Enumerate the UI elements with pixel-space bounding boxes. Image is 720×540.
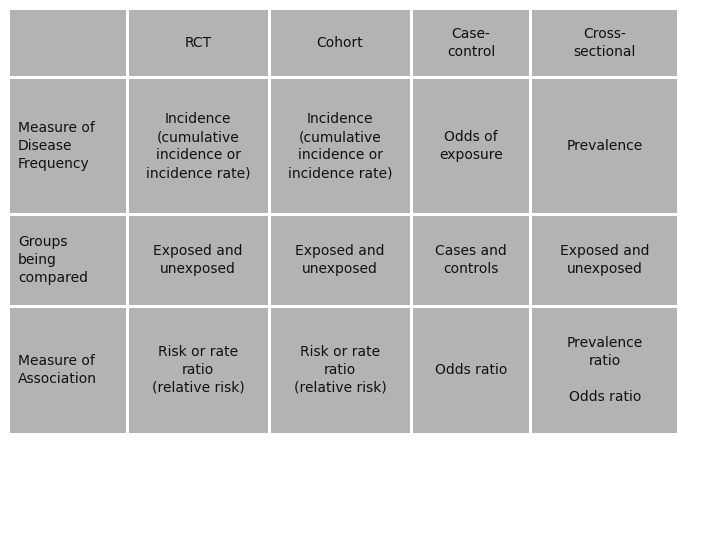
Bar [10, 216, 125, 305]
Bar [10, 79, 125, 213]
Bar [413, 79, 529, 213]
Bar [271, 216, 410, 305]
Bar [271, 10, 410, 76]
Text: Exposed and
unexposed: Exposed and unexposed [560, 245, 649, 276]
Text: Incidence
(cumulative
incidence or
incidence rate): Incidence (cumulative incidence or incid… [146, 112, 251, 180]
Text: Case-
control: Case- control [447, 27, 495, 59]
Text: Measure of
Association: Measure of Association [18, 354, 97, 386]
Text: Cross-
sectional: Cross- sectional [574, 27, 636, 59]
Bar [129, 308, 268, 433]
Text: RCT: RCT [184, 36, 212, 50]
Text: Risk or rate
ratio
(relative risk): Risk or rate ratio (relative risk) [294, 345, 387, 395]
Text: Measure of
Disease
Frequency: Measure of Disease Frequency [18, 122, 95, 171]
Bar [533, 10, 677, 76]
Text: Odds of
exposure: Odds of exposure [439, 130, 503, 162]
Bar [129, 79, 268, 213]
Bar [533, 216, 677, 305]
Text: Groups
being
compared: Groups being compared [18, 235, 88, 285]
Text: Prevalence
ratio

Odds ratio: Prevalence ratio Odds ratio [567, 336, 643, 404]
Bar [10, 10, 125, 76]
Text: Odds ratio: Odds ratio [435, 363, 507, 377]
Bar [413, 308, 529, 433]
Bar [533, 308, 677, 433]
Bar [533, 79, 677, 213]
Bar [129, 10, 268, 76]
Text: Cohort: Cohort [317, 36, 364, 50]
Bar [271, 79, 410, 213]
Text: Incidence
(cumulative
incidence or
incidence rate): Incidence (cumulative incidence or incid… [288, 112, 392, 180]
Text: Cases and
controls: Cases and controls [435, 245, 507, 276]
Text: Prevalence: Prevalence [567, 139, 643, 153]
Bar [413, 216, 529, 305]
Text: Exposed and
unexposed: Exposed and unexposed [153, 245, 243, 276]
Bar [413, 10, 529, 76]
Text: Risk or rate
ratio
(relative risk): Risk or rate ratio (relative risk) [152, 345, 245, 395]
Bar [271, 308, 410, 433]
Bar [10, 308, 125, 433]
Text: Exposed and
unexposed: Exposed and unexposed [295, 245, 384, 276]
Bar [129, 216, 268, 305]
